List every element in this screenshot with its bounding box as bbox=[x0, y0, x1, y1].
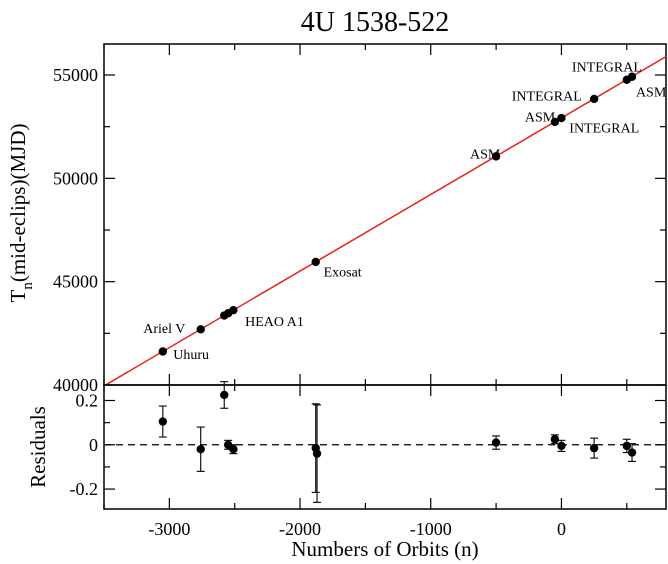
chart-title: 4U 1538-522 bbox=[301, 7, 450, 38]
main-panel: 40000 45000 50000 55000 Uhuru Ariel V HEAO A1… bbox=[6, 43, 667, 395]
point-annotation: ASM bbox=[525, 111, 556, 126]
point-annotation: INTEGRAL bbox=[512, 90, 582, 105]
residual-point bbox=[158, 417, 168, 426]
point-annotation: ASM bbox=[470, 148, 501, 163]
point-annotation: Uhuru bbox=[173, 348, 209, 363]
residuals-points bbox=[158, 381, 637, 503]
residual-point bbox=[622, 441, 631, 451]
residual-point bbox=[312, 449, 322, 458]
point-annotation: Exosat bbox=[324, 265, 362, 280]
residuals-y-axis-label: Residuals bbox=[26, 406, 50, 488]
data-point bbox=[158, 347, 168, 356]
main-axis-ticks: 40000 45000 50000 55000 bbox=[53, 44, 666, 395]
point-annotation: HEAO A1 bbox=[245, 315, 304, 330]
point-annotation: Ariel V bbox=[143, 322, 185, 337]
y-tick-label: -0.2 bbox=[70, 479, 99, 499]
x-tick-label: -1000 bbox=[410, 519, 452, 539]
residuals-panel: -3000 -2000 -1000 0 -0.2 0 0.2 Residuals bbox=[26, 381, 667, 539]
main-annotations: Uhuru Ariel V HEAO A1 Exosat ASM ASM INTEGRAL I… bbox=[143, 61, 667, 363]
x-axis-label: Numbers of Orbits (n) bbox=[291, 537, 478, 561]
main-points bbox=[158, 72, 637, 356]
data-point bbox=[589, 94, 599, 104]
x-tick-label: -2000 bbox=[279, 519, 321, 539]
y-tick-label: 0.2 bbox=[76, 391, 99, 411]
ylabel-subscript: n bbox=[20, 282, 36, 290]
data-point bbox=[311, 257, 320, 267]
main-y-axis-label: Tn(mid-eclips)(MJD) bbox=[6, 124, 36, 303]
residual-point bbox=[220, 390, 229, 400]
x-tick-label: -3000 bbox=[148, 519, 190, 539]
y-tick-label: 50000 bbox=[53, 168, 98, 188]
ylabel-main: T bbox=[6, 289, 30, 302]
y-tick-label: 45000 bbox=[53, 272, 98, 292]
residual-point bbox=[627, 448, 637, 457]
data-point bbox=[627, 72, 637, 81]
data-point bbox=[491, 152, 501, 161]
y-tick-label: 40000 bbox=[53, 375, 98, 395]
residual-point bbox=[229, 445, 238, 454]
fit-line bbox=[103, 55, 667, 387]
residual-point bbox=[589, 443, 599, 453]
point-annotation: INTEGRAL bbox=[572, 61, 642, 76]
residuals-axis-ticks: -3000 -2000 -1000 0 -0.2 0 0.2 bbox=[70, 385, 666, 539]
ylabel-rest: (mid-eclips)(MJD) bbox=[6, 124, 30, 283]
data-point bbox=[229, 305, 238, 315]
data-point bbox=[550, 117, 560, 127]
residual-point bbox=[557, 441, 566, 451]
x-tick-label: 0 bbox=[557, 519, 566, 539]
y-tick-label: 0 bbox=[89, 435, 98, 455]
point-annotation: ASM bbox=[636, 85, 667, 100]
point-annotation: INTEGRAL bbox=[569, 122, 639, 137]
residuals-plot-frame bbox=[103, 384, 667, 510]
residual-point bbox=[196, 445, 205, 454]
data-point bbox=[557, 113, 566, 123]
residual-point bbox=[491, 438, 501, 447]
data-point bbox=[196, 325, 205, 334]
residual-point bbox=[550, 435, 560, 444]
y-tick-label: 55000 bbox=[53, 65, 98, 85]
